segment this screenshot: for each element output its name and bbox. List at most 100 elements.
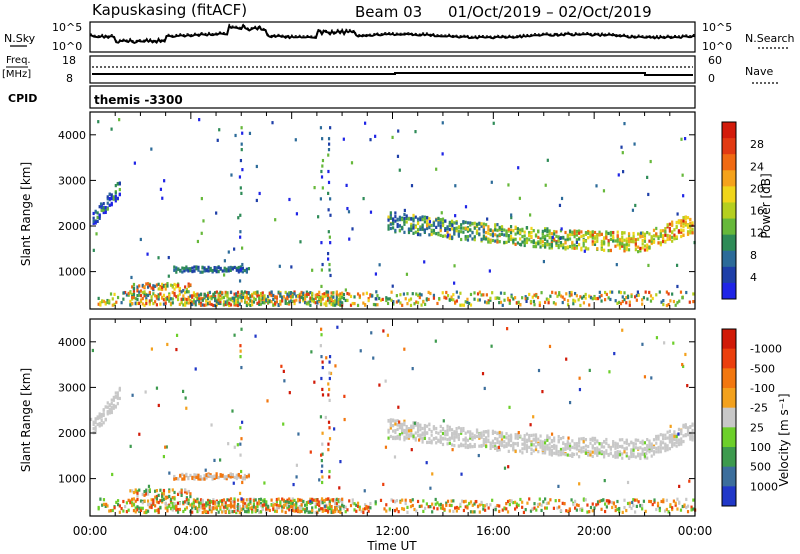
echo-cell bbox=[118, 388, 121, 392]
echo-cell bbox=[146, 503, 150, 507]
echo-cell bbox=[637, 500, 640, 504]
echo-cell bbox=[288, 291, 291, 295]
echo-cell bbox=[466, 504, 469, 508]
echo-cell bbox=[675, 220, 678, 225]
echo-cell bbox=[530, 234, 533, 239]
echo-cell bbox=[641, 439, 644, 443]
echo-cell bbox=[523, 238, 526, 242]
echo-cell bbox=[374, 272, 378, 276]
echo-cell bbox=[605, 230, 608, 234]
echo-cell bbox=[217, 298, 220, 302]
echo-cell bbox=[523, 234, 526, 238]
echo-cell bbox=[394, 228, 397, 232]
echo-cell bbox=[644, 509, 647, 513]
echo-cell bbox=[270, 293, 273, 298]
echo-cell bbox=[669, 504, 672, 509]
echo-cell bbox=[293, 292, 296, 296]
echo-cell bbox=[275, 499, 278, 504]
echo-cell bbox=[568, 442, 572, 446]
echo-cell bbox=[550, 453, 554, 457]
echo-cell bbox=[523, 434, 526, 438]
echo-cell bbox=[143, 290, 146, 294]
echo-cell bbox=[252, 504, 256, 509]
echo-cell bbox=[643, 441, 647, 445]
echo-cell bbox=[632, 442, 635, 446]
echo-cell bbox=[328, 376, 331, 381]
echo-cell bbox=[546, 227, 549, 231]
x-axis-label: Time UT bbox=[366, 539, 417, 553]
echo-cell bbox=[648, 450, 651, 454]
echo-cell bbox=[403, 430, 406, 434]
echo-cell bbox=[111, 303, 114, 307]
y-tick-label: 2000 bbox=[58, 220, 86, 233]
echo-cell bbox=[367, 505, 370, 509]
echo-cell bbox=[364, 503, 367, 507]
echo-cell bbox=[309, 296, 312, 300]
echo-cell bbox=[682, 424, 685, 428]
echo-cell bbox=[159, 286, 162, 290]
echo-cell bbox=[507, 229, 510, 233]
echo-cell bbox=[185, 297, 188, 302]
echo-cell bbox=[582, 234, 585, 238]
echo-cell bbox=[159, 488, 162, 492]
echo-cell bbox=[189, 294, 192, 298]
echo-cell bbox=[575, 229, 578, 234]
echo-cell bbox=[450, 219, 454, 223]
echo-cell bbox=[536, 504, 540, 508]
echo-cell bbox=[272, 507, 275, 512]
echo-cell bbox=[657, 241, 660, 245]
echo-cell bbox=[176, 283, 180, 287]
echo-cell bbox=[171, 301, 174, 305]
echo-cell bbox=[571, 439, 574, 443]
echo-cell bbox=[214, 506, 217, 510]
echo-cell bbox=[240, 469, 243, 474]
echo-cell bbox=[342, 296, 346, 301]
echo-cell bbox=[284, 299, 287, 303]
echo-cell bbox=[114, 405, 117, 409]
echo-cell bbox=[344, 288, 347, 292]
echo-cell bbox=[288, 300, 291, 304]
echo-cell bbox=[434, 339, 437, 343]
echo-cell bbox=[533, 506, 536, 510]
echo-cell bbox=[106, 298, 109, 303]
echo-cell bbox=[314, 301, 317, 305]
echo-cell bbox=[394, 500, 397, 504]
echo-cell bbox=[196, 506, 199, 511]
echo-cell bbox=[618, 451, 622, 455]
echo-cell bbox=[525, 299, 528, 303]
echo-cell bbox=[455, 221, 458, 225]
echo-cell bbox=[521, 296, 524, 300]
echo-cell bbox=[410, 448, 413, 452]
echo-cell bbox=[450, 503, 453, 508]
echo-cell bbox=[320, 175, 324, 179]
echo-cell bbox=[482, 237, 485, 241]
echo-cell bbox=[446, 231, 449, 235]
echo-cell bbox=[462, 426, 465, 431]
echo-cell bbox=[185, 406, 188, 410]
echo-cell bbox=[416, 428, 420, 432]
echo-cell bbox=[441, 426, 445, 431]
echo-cell bbox=[577, 503, 580, 508]
echo-cell bbox=[110, 408, 113, 412]
echo-cell bbox=[367, 509, 370, 513]
echo-cell bbox=[193, 265, 196, 269]
echo-cell bbox=[185, 491, 188, 495]
echo-cell bbox=[500, 443, 504, 448]
echo-cell bbox=[237, 270, 240, 274]
echo-cell bbox=[684, 223, 687, 227]
echo-cell bbox=[428, 222, 431, 226]
echo-cell bbox=[659, 433, 662, 437]
echo-cell bbox=[643, 375, 647, 379]
echo-cell bbox=[201, 506, 204, 510]
echo-cell bbox=[98, 205, 101, 209]
echo-cell bbox=[94, 209, 97, 213]
echo-cell bbox=[199, 475, 202, 479]
echo-cell bbox=[348, 237, 351, 241]
echo-cell bbox=[328, 371, 331, 375]
echo-cell bbox=[584, 232, 588, 236]
echo-cell bbox=[189, 473, 192, 478]
echo-cell bbox=[356, 303, 360, 308]
echo-cell bbox=[602, 189, 606, 193]
echo-cell bbox=[523, 446, 526, 451]
echo-cell bbox=[559, 453, 563, 457]
